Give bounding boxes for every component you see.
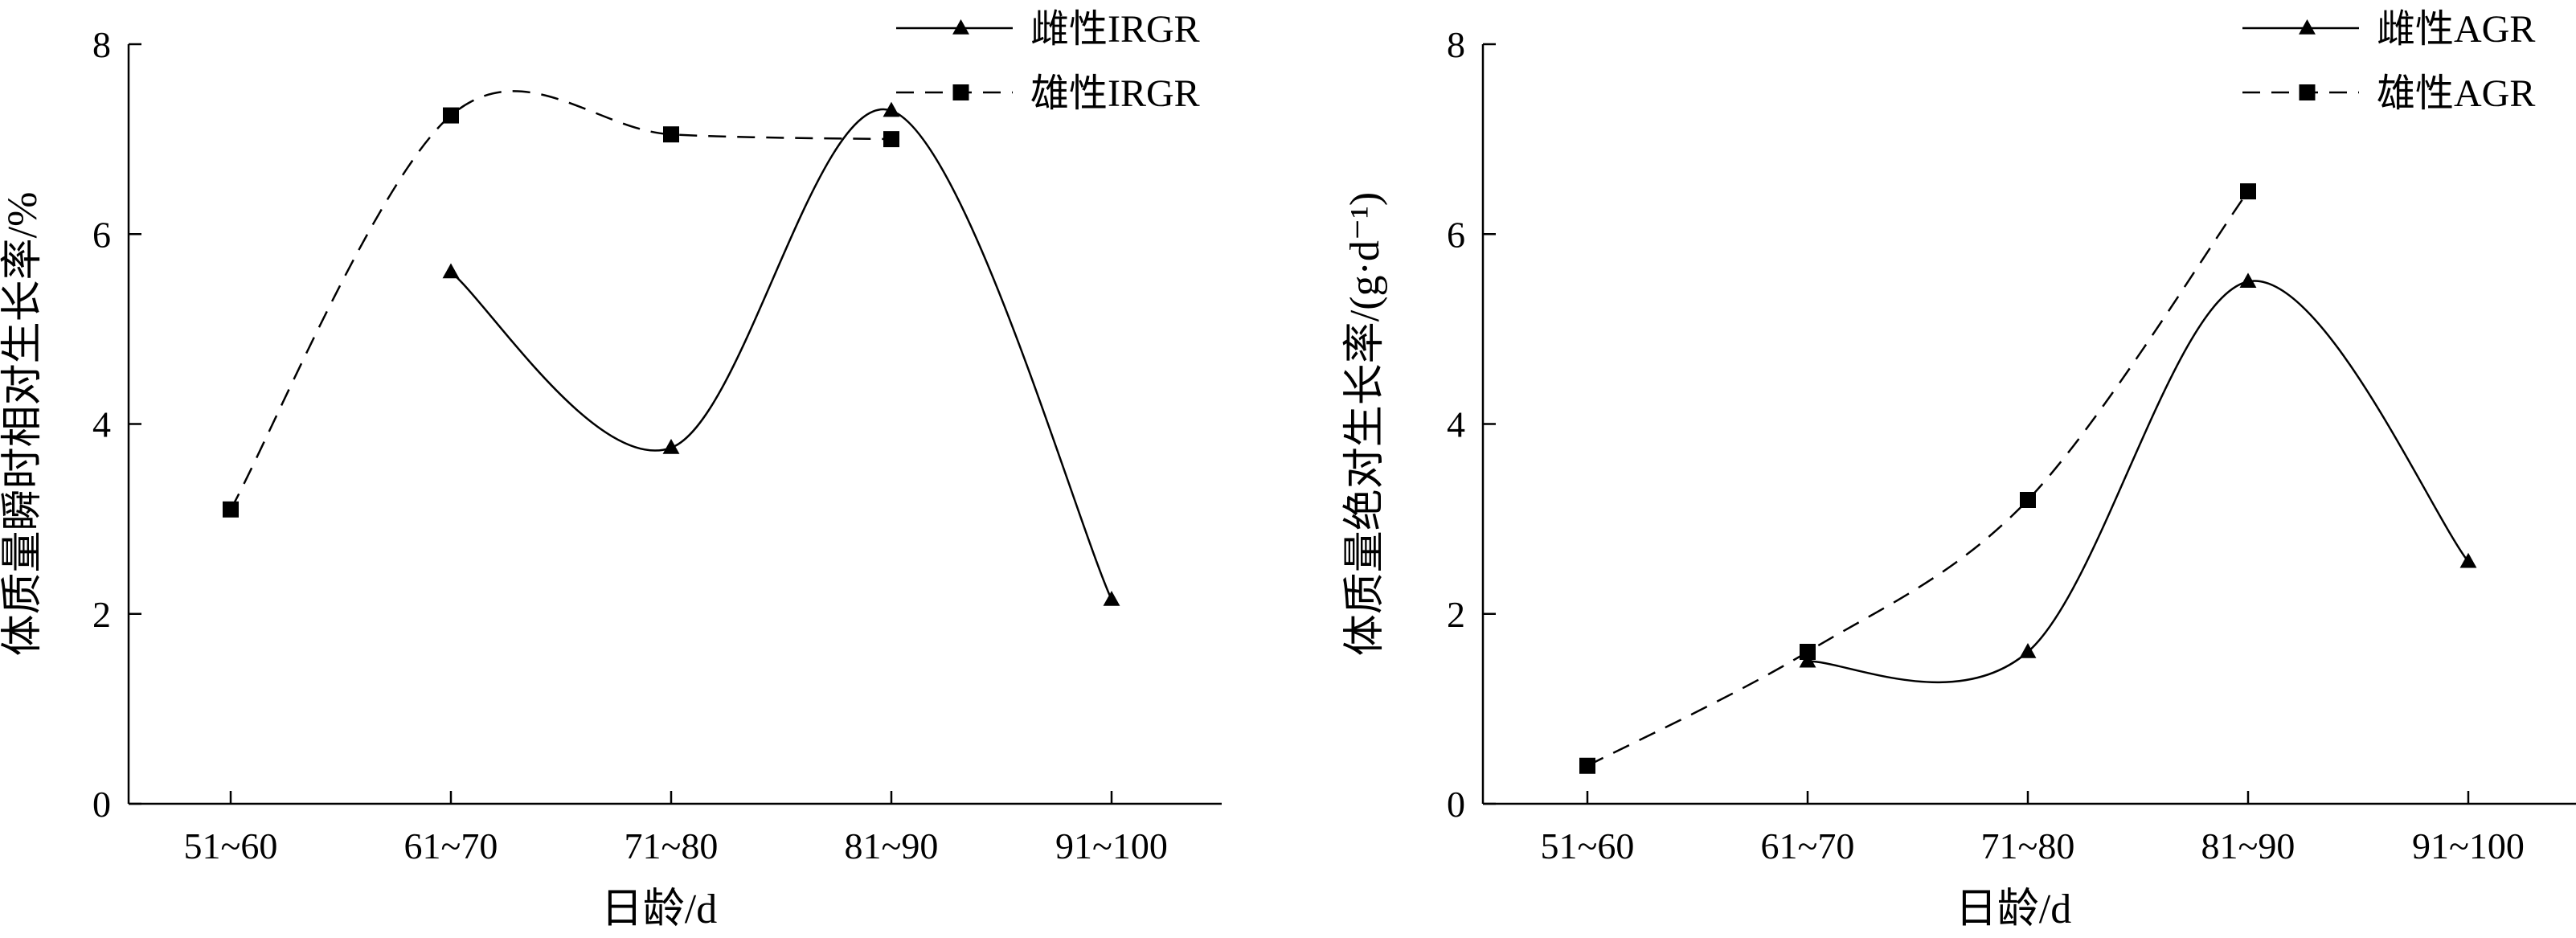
y-tick-label: 4: [92, 404, 111, 445]
series-line-female: [1807, 280, 2469, 683]
x-axis-label: 日龄/d: [1956, 887, 2071, 932]
x-tick-label: 71~80: [1981, 825, 2075, 866]
x-tick-label: 91~100: [1055, 825, 1168, 866]
male-data-point: [883, 131, 899, 148]
legend-label: 雄性AGR: [2377, 72, 2535, 115]
female-data-point: [1103, 591, 1120, 606]
male-data-point: [443, 107, 459, 124]
female-data-point: [2239, 272, 2257, 289]
x-axis-label: 日龄/d: [601, 887, 717, 932]
x-tick-label: 81~90: [2201, 825, 2295, 866]
x-tick-label: 61~70: [404, 825, 498, 866]
legend-triangle-marker: [952, 19, 969, 35]
x-tick-label: 91~100: [2412, 825, 2525, 866]
y-axis-label: 体质量绝对生长率/(g·d⁻¹): [1342, 192, 1388, 656]
y-tick-label: 2: [92, 594, 111, 635]
x-tick-label: 81~90: [845, 825, 939, 866]
y-tick-label: 8: [1447, 24, 1465, 65]
y-tick-label: 2: [1447, 594, 1465, 635]
female-data-point: [883, 101, 900, 117]
series-line-female: [450, 108, 1113, 600]
y-tick-label: 0: [1447, 784, 1465, 825]
female-data-point: [662, 439, 680, 454]
y-tick-label: 8: [92, 24, 111, 65]
female-data-point: [1799, 652, 1816, 668]
irgr-chart: 0 2 4 6 8 51~60 61~70 71~80 81~90 91~100 日龄/d 体质量瞬时…: [0, 8, 1222, 932]
legend-triangle-marker: [2299, 19, 2316, 35]
y-axis-label: 体质量瞬时相对生长率/%: [0, 192, 46, 657]
agr-chart: 0 2 4 6 8 51~60 61~70 71~80 81~90 91~100 日龄/d 体质量绝对…: [1342, 8, 2576, 932]
legend-label: 雌性AGR: [2377, 8, 2535, 51]
legend-square-marker: [952, 84, 969, 100]
male-data-point: [2020, 492, 2036, 508]
female-data-point: [2459, 552, 2477, 568]
legend-label: 雄性IRGR: [1030, 72, 1200, 115]
series-line-male: [229, 90, 892, 510]
legend-square-marker: [2299, 84, 2316, 100]
male-data-point: [223, 501, 239, 518]
female-data-point: [2019, 643, 2037, 658]
y-tick-label: 6: [1447, 214, 1465, 255]
y-tick-label: 0: [92, 784, 111, 825]
x-tick-label: 61~70: [1761, 825, 1855, 866]
y-tick-label: 4: [1447, 404, 1465, 445]
legend-label: 雌性IRGR: [1030, 8, 1200, 51]
male-data-point: [663, 126, 679, 143]
y-tick-label: 6: [92, 214, 111, 255]
x-tick-label: 71~80: [625, 825, 719, 866]
male-data-point: [2240, 183, 2256, 200]
x-tick-label: 51~60: [184, 825, 278, 866]
male-data-point: [1579, 757, 1595, 774]
series-line-male: [1587, 190, 2250, 767]
female-data-point: [442, 263, 460, 279]
male-data-point: [1800, 644, 1816, 660]
x-tick-label: 51~60: [1541, 825, 1635, 866]
